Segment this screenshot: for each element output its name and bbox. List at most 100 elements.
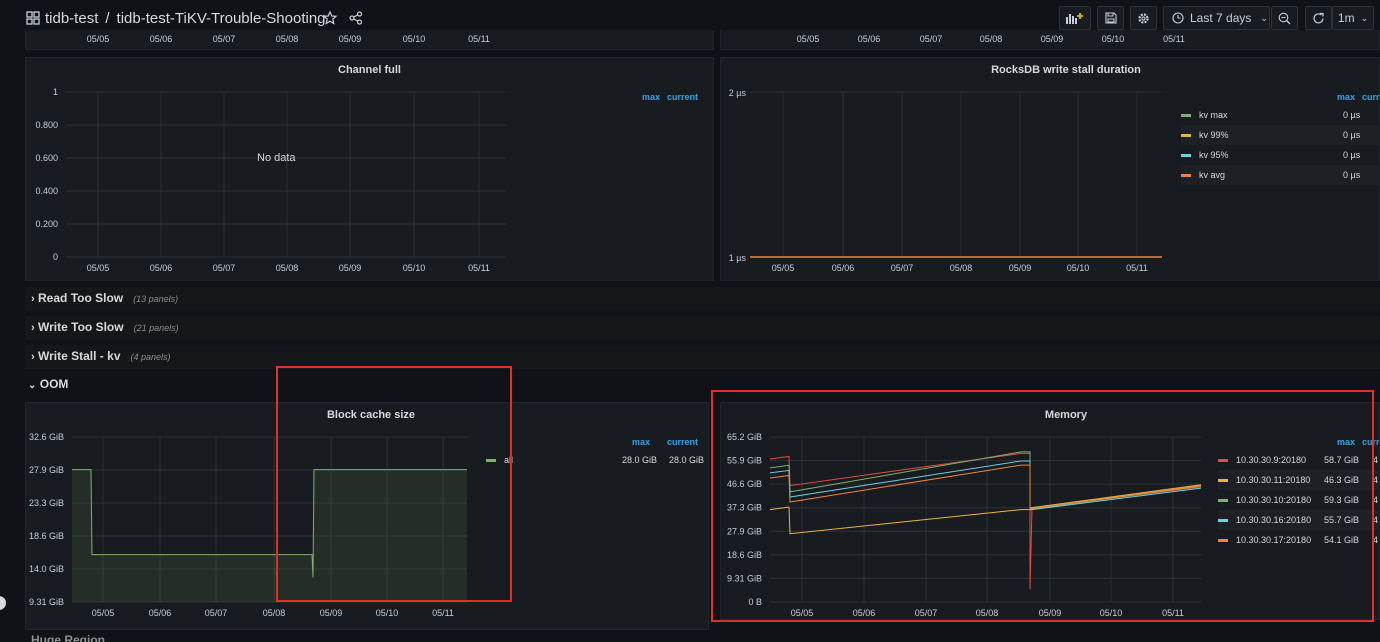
x-tick-label: 05/06 <box>149 608 172 618</box>
settings-button[interactable] <box>1130 6 1157 30</box>
x-tick-label: 05/07 <box>213 34 236 44</box>
series-name: kv avg <box>1199 170 1226 180</box>
legend-header-current[interactable]: current <box>667 437 699 447</box>
x-tick-label: 05/05 <box>87 263 110 273</box>
series-line-10.30.30.9:20180 <box>769 452 1202 590</box>
scroll-indicator <box>0 596 6 610</box>
refresh-interval-picker[interactable]: 1m ⌄ <box>1332 6 1374 30</box>
legend-header-current[interactable]: current <box>1362 92 1380 102</box>
x-tick-label: 05/10 <box>403 263 426 273</box>
x-tick-label: 05/11 <box>468 263 490 273</box>
series-max: 46.3 GiB <box>1324 475 1360 485</box>
y-tick-label: 0.600 <box>35 153 58 163</box>
row-oom[interactable]: ⌄ OOM <box>25 373 1380 397</box>
star-icon[interactable] <box>322 10 338 25</box>
x-tick-label: 05/05 <box>797 34 820 44</box>
x-tick-label: 05/10 <box>1067 263 1090 273</box>
block-cache-size-panel[interactable]: Block cache size 32.6 GiB 27.9 GiB 23.3 Gi… <box>25 402 709 630</box>
apps-grid-icon[interactable] <box>26 11 40 25</box>
row-write-too-slow[interactable]: › Write Too Slow (21 panels) <box>25 316 1380 340</box>
legend-header-max[interactable]: max <box>632 437 651 447</box>
add-panel-button[interactable] <box>1059 6 1091 30</box>
y-tick-label: 0 B <box>748 597 762 607</box>
legend-item[interactable]: all 28.0 GiB 28.0 GiB <box>486 450 706 470</box>
x-tick-label: 05/10 <box>1100 608 1123 618</box>
x-tick-label: 05/09 <box>339 263 362 273</box>
rocksdb-write-stall-panel[interactable]: RocksDB write stall duration 05/05 05/06 0… <box>720 57 1380 281</box>
legend-item[interactable]: kv 95% 0 µs <box>1181 145 1380 165</box>
channel-full-panel[interactable]: Channel full 1 0.800 0.600 0.400 0.200 0 05/05… <box>25 57 714 281</box>
legend-item[interactable]: kv avg 0 µs <box>1181 165 1380 185</box>
y-tick-label: 37.3 GiB <box>727 503 762 513</box>
share-icon[interactable] <box>349 11 363 25</box>
legend-header-max[interactable]: max <box>1337 92 1356 102</box>
save-dashboard-button[interactable] <box>1097 6 1124 30</box>
legend-header-current[interactable]: current <box>667 92 699 102</box>
row-write-stall-kv[interactable]: › Write Stall - kv (4 panels) <box>25 345 1380 369</box>
series-swatch <box>1181 154 1191 157</box>
panel-title[interactable]: Channel full <box>338 64 401 76</box>
series-swatch <box>1218 519 1228 522</box>
legend-item[interactable]: kv max 0 µs <box>1181 105 1380 125</box>
series-current: 4 <box>1373 495 1379 505</box>
x-tick-label: 05/11 <box>1162 608 1184 618</box>
partial-panel-right: 05/05 05/06 05/07 05/08 05/09 05/10 05/11 <box>720 30 1380 50</box>
series-current: 4 <box>1373 535 1379 545</box>
legend-item[interactable]: kv 99% 0 µs <box>1181 125 1380 145</box>
y-tick-label: 0.400 <box>35 186 58 196</box>
legend-item[interactable]: 10.30.30.16:20180 55.7 GiB 4 <box>1218 510 1380 530</box>
row-read-too-slow[interactable]: › Read Too Slow (13 panels) <box>25 287 1380 311</box>
x-tick-label: 05/11 <box>1163 34 1185 44</box>
refresh-interval-label: 1m <box>1337 11 1355 25</box>
row-title: Write Stall - kv <box>38 349 121 363</box>
legend-item[interactable]: 10.30.30.9:20180 58.7 GiB 4 <box>1218 450 1380 470</box>
dashboard-title[interactable]: tidb-test-TiKV-Trouble-Shooting <box>116 10 326 27</box>
x-tick-label: 05/08 <box>950 263 973 273</box>
series-max: 0 µs <box>1343 150 1361 160</box>
series-current: 4 <box>1373 475 1379 485</box>
x-tick-label: 05/07 <box>213 263 236 273</box>
y-tick-label: 32.6 GiB <box>29 432 64 442</box>
memory-graph: 65.2 GiB 55.9 GiB 46.6 GiB 37.3 GiB 27.9 GiB… <box>727 432 1202 618</box>
series-line-10.30.30.11:20180 <box>769 484 1202 535</box>
series-name: kv max <box>1199 110 1228 120</box>
y-tick-label: 46.6 GiB <box>727 479 762 489</box>
y-tick-label: 0 <box>53 252 58 262</box>
x-tick-label: 05/07 <box>915 608 938 618</box>
folder-link[interactable]: tidb-test <box>45 10 99 27</box>
y-tick-label: 27.9 GiB <box>29 465 64 475</box>
y-tick-label: 14.0 GiB <box>29 564 64 574</box>
time-range-picker[interactable]: Last 7 days ⌄ <box>1163 6 1270 30</box>
series-name: 10.30.30.10:20180 <box>1236 495 1312 505</box>
legend-item[interactable]: 10.30.30.11:20180 46.3 GiB 4 <box>1218 470 1380 490</box>
row-panel-count: (21 panels) <box>133 323 179 333</box>
series-swatch <box>1218 479 1228 482</box>
x-tick-label: 05/06 <box>150 34 173 44</box>
x-tick-label: 05/08 <box>276 263 299 273</box>
series-max: 55.7 GiB <box>1324 515 1360 525</box>
row-title: Read Too Slow <box>38 291 124 305</box>
legend-item[interactable]: 10.30.30.10:20180 59.3 GiB 4 <box>1218 490 1380 510</box>
zoom-out-icon <box>1278 12 1291 24</box>
y-tick-label: 9.31 GiB <box>29 597 64 607</box>
refresh-button[interactable] <box>1305 6 1332 30</box>
highlight-box-memory <box>711 390 1374 622</box>
row-huge-region[interactable]: Huge Region <box>25 632 1380 642</box>
zoom-out-button[interactable] <box>1271 6 1298 30</box>
gear-icon <box>1138 12 1149 24</box>
rocksdb-write-stall-graph: 05/05 05/06 05/07 05/08 05/09 05/10 05/11 2 µs 1… <box>729 88 1162 273</box>
legend-header-current[interactable]: curre <box>1362 437 1380 447</box>
memory-panel[interactable]: Memory 65.2 GiB 55.9 GiB 46.6 GiB 37.3 GiB 2… <box>720 402 1380 620</box>
panel-title[interactable]: Memory <box>1044 409 1088 421</box>
panel-title[interactable]: RocksDB write stall duration <box>991 64 1141 76</box>
legend-header-max[interactable]: max <box>642 92 661 102</box>
panel-title[interactable]: Block cache size <box>326 409 416 421</box>
x-tick-label: 05/07 <box>205 608 228 618</box>
x-tick-label: 05/06 <box>150 263 173 273</box>
row-title: Write Too Slow <box>38 320 124 334</box>
legend-item[interactable]: 10.30.30.17:20180 54.1 GiB 4 <box>1218 530 1380 550</box>
x-tick-label: 05/09 <box>339 34 362 44</box>
legend-header-max[interactable]: max <box>1337 437 1356 447</box>
save-icon <box>1104 12 1117 24</box>
x-tick-label: 05/07 <box>920 34 943 44</box>
